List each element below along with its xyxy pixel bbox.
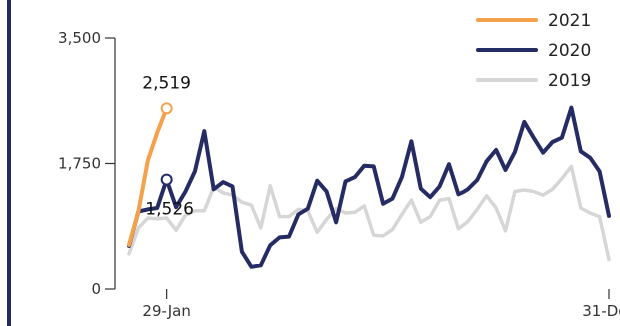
legend-item-2021: 2021: [476, 11, 591, 31]
legend-label: 2019: [548, 71, 591, 91]
highlight-marker-2020: [160, 173, 173, 186]
y-axis: 0 1,750 3,500: [58, 29, 116, 298]
data-label-2021: 2,519: [142, 73, 191, 93]
x-axis: 29-Jan 31-Dec: [142, 289, 620, 320]
highlight-marker-2021: [160, 102, 173, 115]
series-layer: [127, 105, 611, 269]
legend-label: 2021: [548, 11, 591, 31]
y-tick-label: 1,750: [58, 155, 101, 173]
x-tick-label: 31-Dec: [582, 302, 620, 320]
x-tick-label: 29-Jan: [142, 302, 190, 320]
series-line-2021: [127, 106, 169, 247]
series-line-2020: [127, 105, 611, 269]
data-label-2020: 1,526: [145, 200, 194, 220]
series-line-2019: [127, 164, 611, 262]
left-accent-bar: [7, 0, 11, 326]
series-2021: [127, 106, 169, 247]
y-tick-label: 3,500: [58, 29, 101, 47]
legend: 2021 2020 2019: [476, 11, 591, 91]
series-2020: [127, 105, 611, 269]
annotation-layer: 2,519 1,526: [142, 73, 194, 219]
legend-item-2020: 2020: [476, 41, 591, 61]
y-tick-label: 0: [91, 280, 101, 298]
legend-item-2019: 2019: [476, 71, 591, 91]
series-2019: [127, 164, 611, 262]
legend-label: 2020: [548, 41, 591, 61]
